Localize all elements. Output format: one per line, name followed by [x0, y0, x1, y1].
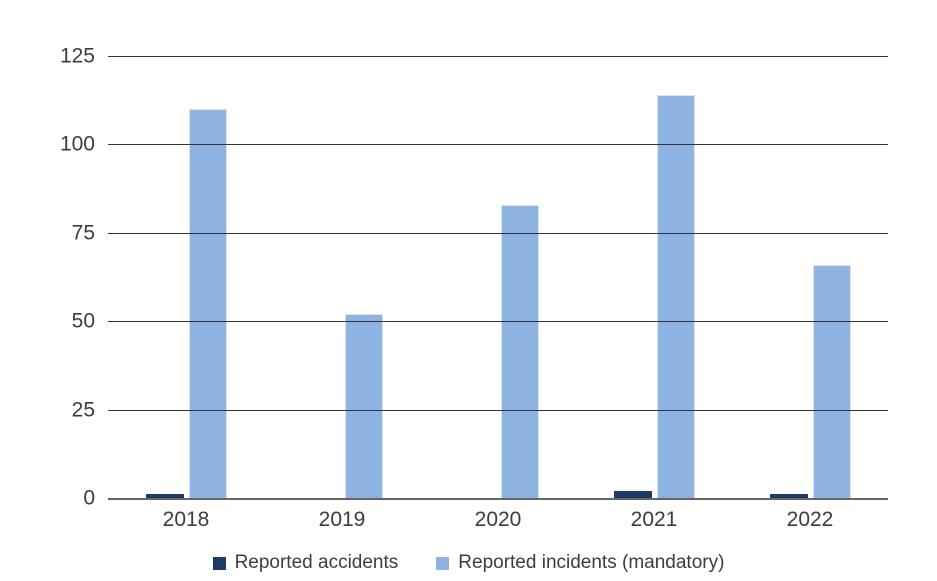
y-tick-label-100: 100 [59, 132, 95, 156]
x-axis-label-2018: 2018 [162, 508, 210, 531]
bar-group-2018 [108, 56, 264, 498]
bar-group-2020 [420, 56, 576, 498]
legend-item-reported-incidents-mandatory: Reported incidents (mandatory) [436, 552, 724, 574]
gridline-125 [108, 56, 888, 57]
bar-reported-incidents-mandatory-2022 [812, 264, 851, 498]
legend-item-reported-accidents: Reported accidents [212, 552, 399, 574]
bar-group-2022 [732, 56, 888, 498]
bar-group-2019 [264, 56, 420, 498]
y-axis: 0 25 50 75 100 125 [0, 46, 95, 509]
gridline-50 [108, 321, 888, 323]
bar-reported-incidents-mandatory-2021 [656, 94, 695, 498]
legend-swatch-reported-accidents [212, 556, 226, 570]
x-axis-label-2021: 2021 [630, 508, 678, 531]
gridline-25 [108, 409, 888, 411]
plot-area [108, 56, 888, 500]
bar-reported-incidents-mandatory-2018 [188, 109, 227, 498]
bar-reported-incidents-mandatory-2020 [500, 204, 539, 498]
bar-reported-accidents-2022 [769, 494, 808, 498]
y-tick-label-25: 25 [71, 398, 95, 422]
y-tick-label-0: 0 [83, 486, 95, 510]
y-tick-label-50: 50 [71, 309, 95, 333]
y-tick-label-75: 75 [71, 221, 95, 245]
legend-swatch-reported-incidents-mandatory [436, 556, 450, 570]
legend: Reported accidents Reported incidents (ma… [0, 549, 937, 577]
y-tick-label-125: 125 [59, 44, 95, 68]
x-axis-label-2022: 2022 [786, 508, 834, 531]
bar-reported-incidents-mandatory-2019 [344, 314, 383, 498]
bar-group-2021 [576, 56, 732, 498]
legend-label-reported-accidents: Reported accidents [234, 552, 399, 573]
gridline-75 [108, 232, 888, 234]
bar-reported-accidents-2021 [613, 490, 652, 498]
bar-series-container [108, 56, 888, 498]
x-axis-label-2020: 2020 [474, 508, 522, 531]
bar-reported-accidents-2018 [145, 494, 184, 498]
gridline-100 [108, 144, 888, 146]
x-axis: 2018 2019 2020 2021 2022 [108, 508, 888, 532]
legend-label-reported-incidents-mandatory: Reported incidents (mandatory) [458, 552, 725, 573]
x-axis-label-2019: 2019 [318, 508, 366, 531]
